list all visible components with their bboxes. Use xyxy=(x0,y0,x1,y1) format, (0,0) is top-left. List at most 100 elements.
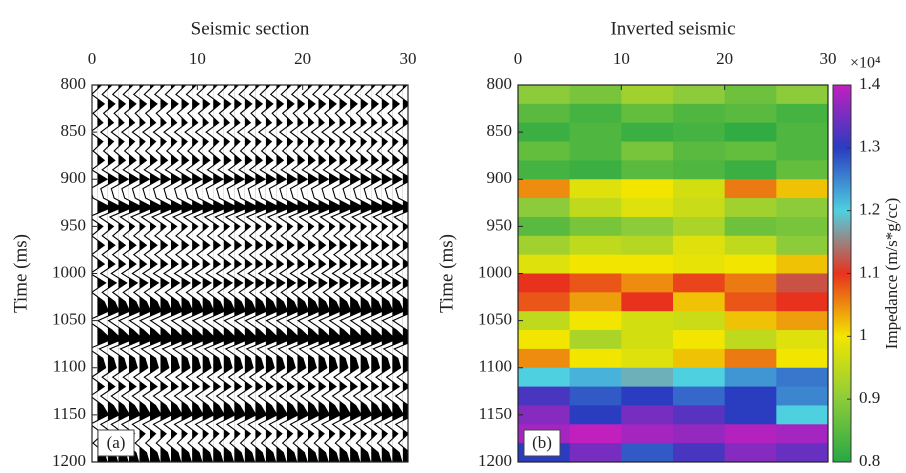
wiggle-fill xyxy=(202,85,217,462)
heat-cell xyxy=(673,330,726,350)
heat-cell xyxy=(569,160,622,180)
heat-cell xyxy=(776,273,828,293)
heat-cell xyxy=(621,103,674,124)
wiggle-trace xyxy=(149,85,176,462)
panel-label-box xyxy=(523,429,561,457)
heat-cell xyxy=(621,273,674,293)
wiggle-fill xyxy=(371,85,386,462)
heat-cell xyxy=(569,405,622,425)
heat-cell xyxy=(569,85,622,105)
y-tick-label: 900 xyxy=(61,168,87,187)
wiggle-fill xyxy=(244,85,259,462)
wiggle-fill xyxy=(97,85,112,462)
chart-title: Inverted seismic xyxy=(610,18,735,39)
y-tick-label: 1150 xyxy=(479,404,512,423)
x-tick-label: 10 xyxy=(613,49,630,68)
colorbar-tick-label: 1.3 xyxy=(859,137,880,156)
heat-cell xyxy=(724,179,777,199)
heat-cell xyxy=(724,330,777,350)
heat-cell xyxy=(518,160,571,180)
heat-cell xyxy=(724,254,777,274)
heat-cell xyxy=(569,367,622,388)
wiggle-fill xyxy=(402,85,408,462)
wiggle-trace xyxy=(107,85,134,462)
wiggle-trace xyxy=(307,85,334,462)
heat-cell xyxy=(569,198,622,218)
wiggle-fill xyxy=(329,85,343,462)
heat-cell xyxy=(518,348,571,369)
heat-cell xyxy=(518,273,571,293)
heat-cell xyxy=(518,85,571,105)
wiggle-fill xyxy=(255,85,270,462)
wiggle-trace xyxy=(370,85,397,462)
y-tick-label: 800 xyxy=(61,74,87,93)
wiggle-trace xyxy=(92,85,113,462)
heat-cell xyxy=(621,198,674,218)
heat-cell xyxy=(673,348,726,369)
heat-cell xyxy=(518,254,571,274)
heat-cell xyxy=(518,367,571,388)
y-tick-label: 950 xyxy=(61,215,87,234)
heat-cell xyxy=(673,179,726,199)
heat-cell xyxy=(518,405,571,425)
colorbar-tick-label: 1 xyxy=(859,325,868,344)
heat-cell xyxy=(724,160,777,180)
heat-cell xyxy=(673,141,726,161)
wiggle-trace xyxy=(191,85,218,462)
heat-cell xyxy=(776,311,828,331)
heat-cell xyxy=(621,216,674,237)
y-tick-label: 1050 xyxy=(478,310,512,329)
wiggle-fill xyxy=(392,85,407,462)
heat-cell xyxy=(518,330,571,350)
wiggle-fill xyxy=(128,85,143,462)
wiggle-fill xyxy=(107,85,122,462)
wiggle-trace xyxy=(297,85,324,462)
x-tick-label: 20 xyxy=(716,49,733,68)
heat-cell xyxy=(518,198,571,218)
heat-cell xyxy=(518,292,571,312)
wiggle-fill xyxy=(149,85,164,462)
wiggle-trace xyxy=(265,85,292,462)
heat-cell xyxy=(673,311,726,331)
heat-cell xyxy=(776,254,828,274)
heat-cell xyxy=(673,122,726,143)
wiggle-trace xyxy=(202,85,229,462)
heat-cell xyxy=(776,405,828,425)
wiggle-fill xyxy=(192,85,207,462)
wiggle-trace xyxy=(318,85,345,462)
wiggle-trace xyxy=(244,85,271,462)
plot-area xyxy=(92,85,408,462)
wiggle-fill xyxy=(234,85,249,462)
wiggle-trace xyxy=(128,85,155,462)
wiggle-trace xyxy=(117,85,145,462)
heat-cell xyxy=(569,311,622,331)
panel-label-box xyxy=(97,429,135,457)
heat-cell xyxy=(569,292,622,312)
wiggle-trace xyxy=(139,85,166,462)
heat-cell xyxy=(621,141,674,161)
wiggle-trace xyxy=(254,85,282,462)
y-axis-label: Time (ms) xyxy=(10,234,31,313)
panel-label: (a) xyxy=(107,433,126,452)
heat-cell xyxy=(673,405,726,425)
wiggle-trace xyxy=(286,85,313,462)
heat-cell xyxy=(776,141,828,161)
heat-cell xyxy=(621,235,674,256)
y-tick-label: 1100 xyxy=(53,357,86,376)
heat-cell xyxy=(724,367,777,388)
wiggle-fill xyxy=(171,85,185,462)
wiggle-fill xyxy=(307,85,322,462)
heat-cell xyxy=(569,122,622,143)
wiggle-trace xyxy=(328,85,355,462)
heat-cell xyxy=(776,160,828,180)
heat-cell xyxy=(569,386,622,406)
heat-cell xyxy=(621,311,674,331)
wiggle-fill xyxy=(350,85,365,462)
wiggle-trace xyxy=(96,85,124,462)
heat-cell xyxy=(673,292,726,312)
heat-cell xyxy=(569,235,622,256)
heat-cell xyxy=(724,216,777,237)
y-tick-label: 1000 xyxy=(52,262,86,281)
heat-cell xyxy=(776,198,828,218)
heat-cell xyxy=(518,311,571,331)
